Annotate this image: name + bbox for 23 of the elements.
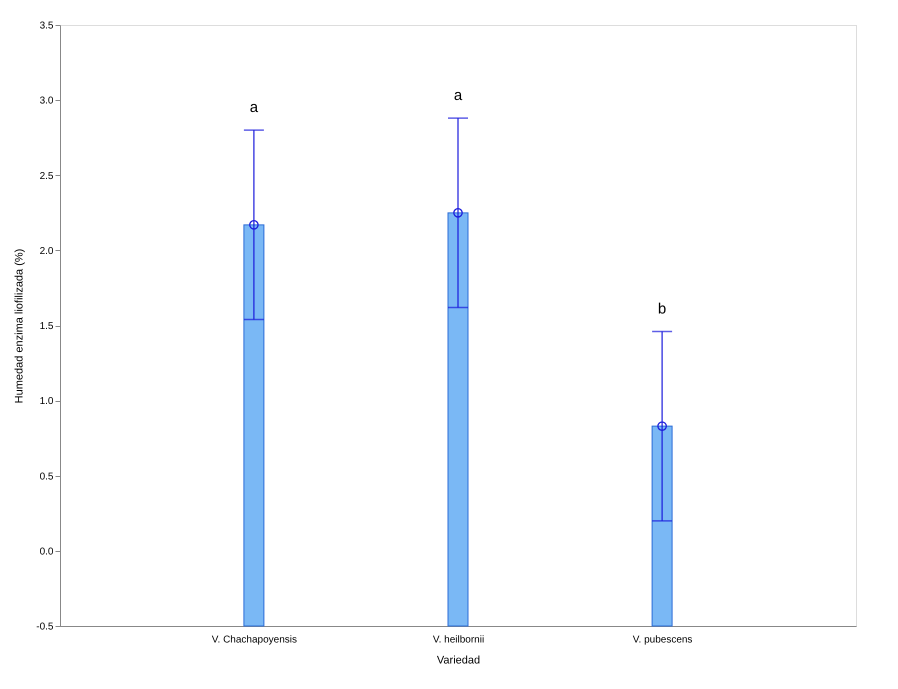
- y-tick-label: 3.0: [40, 96, 54, 107]
- y-tick-label: -0.5: [36, 622, 54, 632]
- annotation: a: [250, 99, 259, 116]
- x-axis-title: Variedad: [436, 654, 480, 666]
- point: [249, 220, 259, 230]
- bar: [652, 426, 673, 626]
- annotation: b: [658, 300, 666, 318]
- point: [657, 421, 667, 431]
- annotation: a: [454, 87, 463, 104]
- y-axis-title: Humedad enzima liofilizada (%): [13, 248, 26, 404]
- x-tick-label: V. pubescens: [632, 634, 692, 646]
- x-tick-label: V. Chachapoyensis: [212, 634, 298, 646]
- y-tick-label: 0.0: [40, 546, 54, 558]
- point: [453, 208, 463, 218]
- bar: [448, 212, 468, 626]
- x-tick-label: V. heilbornii: [432, 634, 484, 646]
- bar: [243, 224, 264, 626]
- y-tick-label: 1.0: [40, 396, 54, 408]
- y-tick-label: 2.5: [40, 170, 54, 182]
- y-tick-label: 3.5: [40, 20, 54, 32]
- y-tick-label: 1.5: [40, 321, 54, 332]
- y-tick-label: 2.0: [40, 246, 54, 257]
- y-tick-label: 0.5: [40, 471, 54, 482]
